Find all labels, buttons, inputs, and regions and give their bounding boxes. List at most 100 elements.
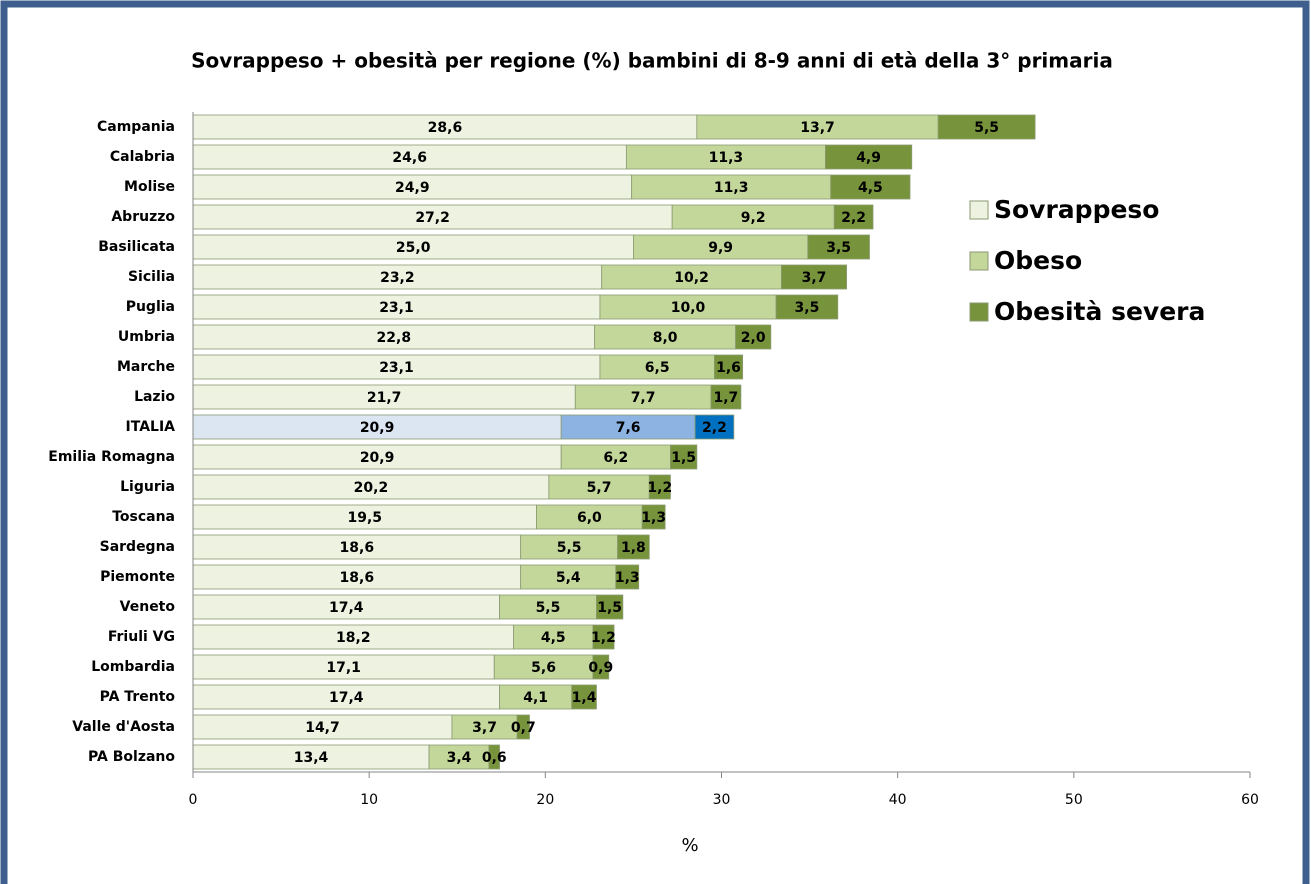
data-label: 21,7 [367,390,402,406]
legend-swatch [969,302,989,322]
bar-segment [599,354,715,380]
y-tick-label: Sicilia [128,269,175,285]
bar-segment [192,654,495,680]
bar-segment [499,594,597,620]
bar-segment [536,504,643,530]
bar-segment [192,414,562,440]
data-label: 14,7 [305,720,340,736]
data-label: 0,6 [482,750,507,766]
y-tick-label: Lombardia [91,659,175,675]
y-tick-label: Piemonte [100,569,175,585]
data-label: 17,4 [329,690,364,706]
data-label: 0,9 [588,660,613,676]
data-label: 1,5 [597,600,622,616]
data-label: 28,6 [428,120,463,136]
bar-segment [520,534,618,560]
data-label: 1,3 [615,570,640,586]
bar-segment [560,414,696,440]
data-label: 1,5 [671,450,696,466]
data-label: 8,0 [653,330,678,346]
data-label: 6,0 [577,510,602,526]
data-label: 2,2 [841,210,866,226]
x-tick-label: 50 [1065,792,1083,808]
y-tick-label: Puglia [126,299,175,315]
data-label: 23,1 [379,360,414,376]
data-label: 19,5 [347,510,382,526]
y-tick-label: PA Trento [100,689,176,705]
bar-segment [192,204,673,230]
y-tick-label: ITALIA [126,419,176,435]
bar-segment [574,384,712,410]
chart-title: Sovrappeso + obesità per regione (%) bam… [191,49,1113,73]
bar-segment [671,204,835,230]
y-tick-label: Veneto [120,599,176,615]
bar-segment [592,654,610,680]
data-label: 1,4 [572,690,597,706]
bar-segment [548,474,650,500]
x-tick-label: 20 [536,792,554,808]
bar-segment [192,444,562,470]
data-label: 5,7 [587,480,612,496]
bar-segment [625,144,826,170]
bar-segment [830,174,911,200]
data-label: 3,5 [795,300,820,316]
data-label: 20,9 [360,420,395,436]
data-label: 17,4 [329,600,364,616]
bar-segment [513,624,594,650]
data-label: 6,5 [645,360,670,376]
data-label: 4,5 [858,180,883,196]
y-tick-label: Abruzzo [111,209,175,225]
y-tick-label: Campania [97,119,175,135]
bar-segment [714,354,744,380]
data-label: 5,6 [531,660,556,676]
bar-segment [571,684,597,710]
bar-segment [710,384,742,410]
bar-segment [192,294,601,320]
x-tick-label: 30 [713,792,731,808]
data-label: 25,0 [396,240,431,256]
bar-segment [192,384,576,410]
data-label: 9,9 [708,240,733,256]
bar-segment [592,624,615,650]
legend-label: Obesità severa [994,297,1205,326]
bar-segment [516,714,530,740]
data-label: 10,0 [671,300,706,316]
data-label: 20,9 [360,450,395,466]
x-axis-label: % [681,835,698,856]
data-label: 13,7 [800,120,835,136]
data-label: 6,2 [603,450,628,466]
data-label: 1,2 [647,480,672,496]
bar-segment [192,504,537,530]
y-tick-label: Marche [117,359,175,375]
data-label: 3,4 [447,750,472,766]
data-label: 7,7 [631,390,656,406]
bar-segment [192,354,601,380]
bar-segment [696,114,939,140]
bar-segment [617,534,650,560]
bar-segment [596,594,624,620]
bar-segment [670,444,698,470]
data-label: 9,2 [741,210,766,226]
y-tick-label: Toscana [112,509,175,525]
y-tick-label: Lazio [134,389,175,405]
bar-segment [780,264,847,290]
bar-segment [735,324,772,350]
y-tick-label: Valle d'Aosta [72,719,175,735]
bar-segment [560,444,671,470]
data-label: 3,7 [472,720,497,736]
bar-segment [833,204,874,230]
bar-segment [599,294,777,320]
data-label: 5,5 [536,600,561,616]
y-tick-label: Molise [124,179,175,195]
bar-segment [694,414,735,440]
data-label: 11,3 [709,150,744,166]
bar-segment [825,144,913,170]
legend-label: Obeso [994,246,1082,275]
data-label: 5,5 [974,120,999,136]
data-label: 1,3 [641,510,666,526]
y-tick-label: Liguria [120,479,175,495]
data-label: 5,4 [556,570,581,586]
bar-segment [648,474,671,500]
data-label: 10,2 [674,270,709,286]
data-label: 2,2 [702,420,727,436]
